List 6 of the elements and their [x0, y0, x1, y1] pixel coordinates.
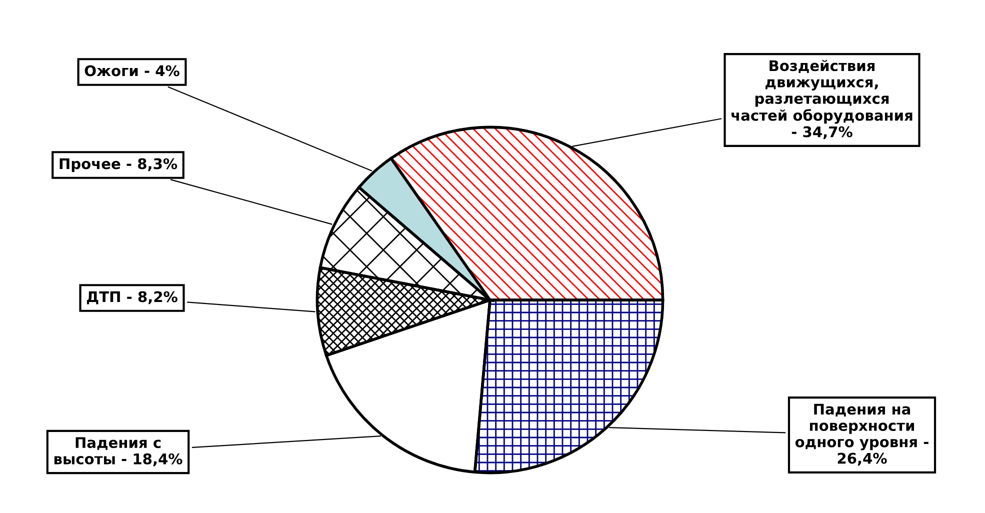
- slice-label: Ожоги - 4%: [84, 65, 180, 76]
- slice-label: Прочее - 8,3%: [60, 158, 178, 172]
- slice-label: ДТП - 8,2%: [86, 291, 178, 304]
- slice-label: Падения с высоты - 18,4%: [54, 437, 182, 466]
- slice-label: Воздействия движущихся, разлетающихся частей оборудования - 34,7%: [732, 60, 912, 140]
- slice-label: Падения на поверхности одного уровня - 26,4%: [795, 404, 928, 466]
